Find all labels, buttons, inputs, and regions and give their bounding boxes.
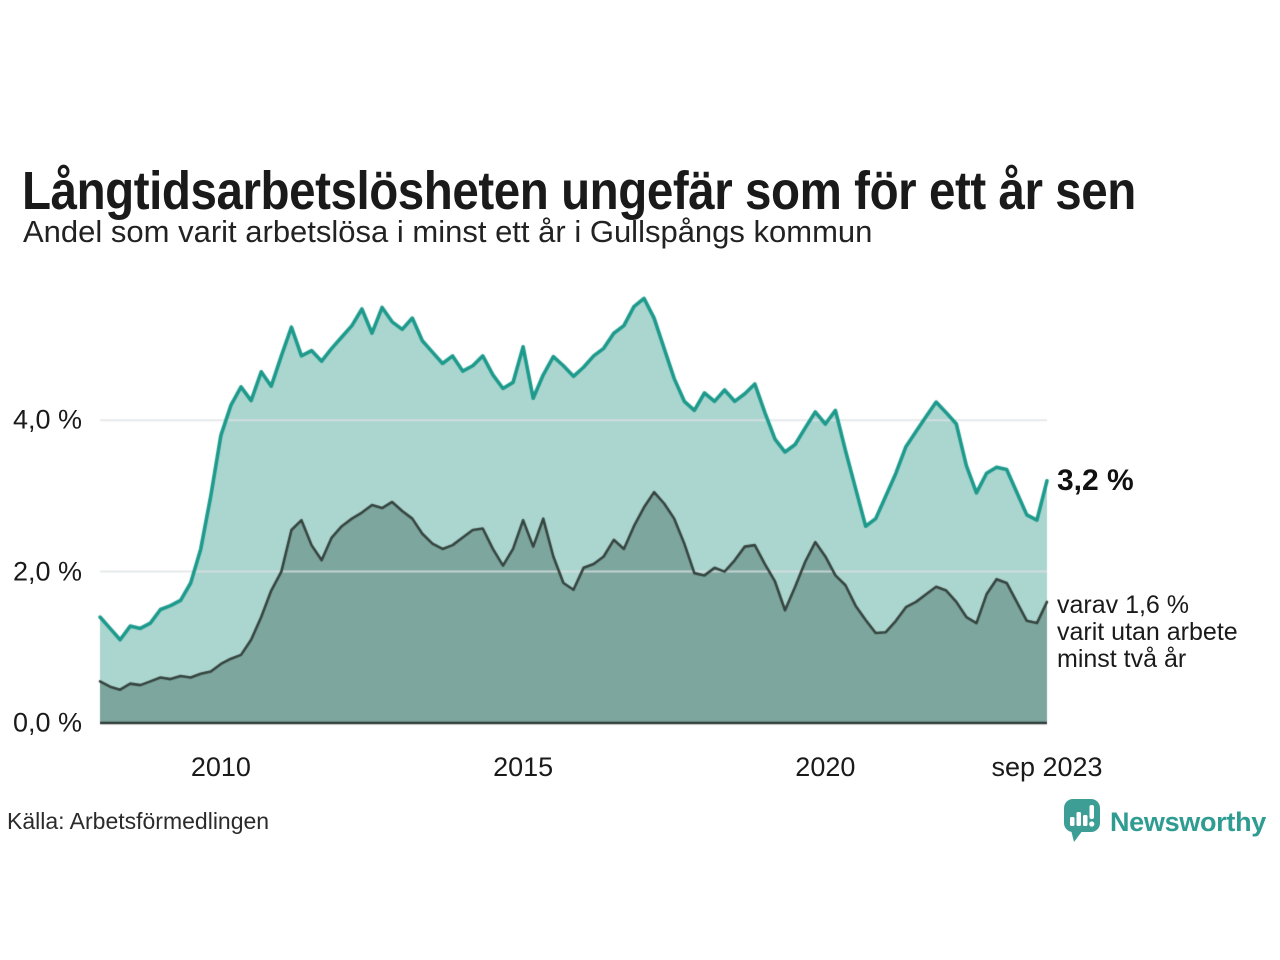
x-axis-tick-label: 2010 (190, 752, 251, 782)
x-axis-tick-label: 2020 (795, 752, 856, 782)
brand-name: Newsworthy (1109, 806, 1266, 837)
secondary-value-note: varav 1,6 % varit utan arbete minst två … (1057, 590, 1238, 673)
chart-subtitle: Andel som varit arbetslösa i minst ett å… (23, 214, 873, 249)
newsworthy-logo-icon (1062, 797, 1102, 848)
chart-title: Långtidsarbetslösheten ungefär som för e… (22, 161, 1136, 222)
source-attribution: Källa: Arbetsförmedlingen (7, 808, 270, 834)
y-axis-tick-label: 4,0 % (12, 404, 82, 435)
brand-logo: Newsworthy (1062, 798, 1266, 844)
latest-value-label: 3,2 % (1057, 463, 1134, 497)
y-axis-tick-label: 0,0 % (12, 707, 82, 738)
x-axis-tick-label: 2015 (493, 752, 554, 782)
y-axis-tick-label: 2,0 % (12, 556, 82, 587)
x-axis-tick-label: sep 2023 (991, 752, 1103, 782)
